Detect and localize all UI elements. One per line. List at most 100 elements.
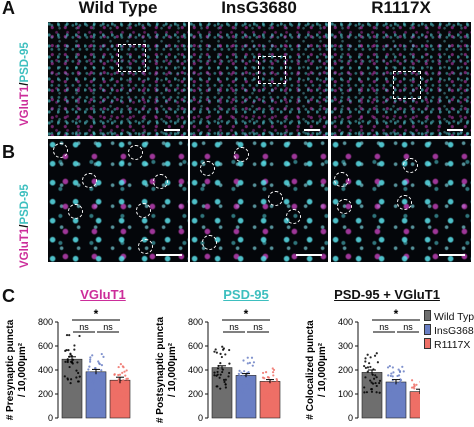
data-point-wild-type bbox=[67, 349, 70, 352]
legend-item-insg3680: InsG3680 bbox=[424, 324, 474, 337]
data-point-wild-type bbox=[372, 377, 376, 380]
data-point-r1117x bbox=[263, 394, 266, 397]
data-point-insg3680 bbox=[100, 372, 104, 375]
data-point-wild-type bbox=[228, 362, 231, 365]
data-point-insg3680 bbox=[397, 368, 400, 371]
significance-label-star: * bbox=[94, 307, 99, 321]
data-point-insg3680 bbox=[86, 384, 90, 387]
y-tick-label: 400 bbox=[38, 365, 53, 375]
data-point-insg3680 bbox=[388, 386, 391, 389]
scale-bar bbox=[439, 254, 465, 256]
data-point-r1117x bbox=[118, 373, 122, 376]
colocalization-circle bbox=[138, 239, 153, 254]
data-point-r1117x bbox=[111, 385, 114, 388]
y-tick-label: 800 bbox=[188, 317, 203, 327]
significance-label-ns: ns bbox=[229, 322, 239, 332]
data-point-insg3680 bbox=[247, 376, 250, 380]
data-point-wild-type bbox=[69, 382, 72, 385]
significance-label-ns: ns bbox=[403, 322, 413, 332]
column-title-wild-type: Wild Type bbox=[78, 0, 158, 17]
colocalization-circle bbox=[153, 174, 168, 189]
data-point-wild-type bbox=[68, 365, 71, 369]
data-point-wild-type bbox=[222, 347, 226, 350]
data-point-wild-type bbox=[370, 390, 374, 393]
data-point-wild-type bbox=[224, 378, 227, 381]
data-point-insg3680 bbox=[102, 380, 105, 383]
data-point-r1117x bbox=[263, 377, 266, 380]
bar-insg3680 bbox=[85, 371, 107, 419]
data-point-wild-type bbox=[66, 377, 69, 380]
data-point-insg3680 bbox=[238, 369, 241, 372]
data-point-insg3680 bbox=[395, 396, 399, 399]
data-point-r1117x bbox=[272, 390, 275, 393]
data-point-wild-type bbox=[215, 351, 218, 354]
data-point-insg3680 bbox=[92, 388, 95, 392]
legend-swatch-wild-type bbox=[424, 310, 431, 321]
data-point-insg3680 bbox=[392, 371, 395, 374]
data-point-r1117x bbox=[268, 396, 271, 399]
y-axis-label-units: / 10,000µm² bbox=[317, 342, 328, 397]
data-point-insg3680 bbox=[246, 362, 249, 365]
data-point-insg3680 bbox=[401, 365, 404, 368]
data-point-insg3680 bbox=[248, 388, 251, 391]
data-point-insg3680 bbox=[236, 387, 240, 390]
data-point-insg3680 bbox=[243, 370, 246, 373]
data-point-r1117x bbox=[120, 395, 123, 398]
data-point-insg3680 bbox=[390, 372, 393, 375]
column-title-r1117x: R1117X bbox=[371, 0, 431, 17]
data-point-wild-type bbox=[363, 391, 366, 394]
data-point-r1117x bbox=[123, 370, 126, 373]
significance-label-ns: ns bbox=[103, 322, 113, 332]
data-point-insg3680 bbox=[100, 381, 103, 385]
data-point-wild-type bbox=[364, 366, 368, 369]
data-point-r1117x bbox=[414, 400, 417, 403]
data-point-insg3680 bbox=[394, 388, 397, 391]
data-point-r1117x bbox=[267, 376, 271, 379]
y-tick-label: 600 bbox=[38, 341, 53, 351]
chart-colocalized-puncta: # Colocalized puncta/ 10,000µm² 0 100 200 30… bbox=[305, 307, 420, 423]
data-point-wild-type bbox=[220, 355, 223, 359]
data-point-wild-type bbox=[374, 381, 377, 385]
bar-wild-type bbox=[61, 358, 83, 419]
data-point-r1117x bbox=[122, 366, 125, 369]
significance-label-ns: ns bbox=[379, 322, 389, 332]
zoom-region-box bbox=[118, 44, 146, 72]
data-point-insg3680 bbox=[91, 354, 94, 357]
data-point-insg3680 bbox=[97, 360, 100, 363]
data-point-wild-type bbox=[378, 391, 381, 394]
significance-label-ns: ns bbox=[253, 322, 263, 332]
scale-bar bbox=[164, 129, 180, 131]
data-point-wild-type bbox=[224, 386, 227, 389]
data-point-insg3680 bbox=[252, 361, 256, 364]
data-point-wild-type bbox=[216, 367, 220, 370]
data-point-wild-type bbox=[219, 352, 222, 355]
data-point-r1117x bbox=[265, 394, 268, 398]
data-point-wild-type bbox=[375, 376, 378, 379]
data-point-r1117x bbox=[268, 393, 271, 396]
data-point-wild-type bbox=[222, 378, 226, 381]
data-point-wild-type bbox=[369, 379, 372, 382]
data-point-insg3680 bbox=[89, 356, 92, 359]
y-tick-label: 0 bbox=[48, 413, 53, 423]
data-point-wild-type bbox=[77, 371, 80, 375]
scale-bar bbox=[304, 129, 320, 131]
colocalization-circle bbox=[136, 203, 151, 218]
data-point-wild-type bbox=[221, 345, 224, 348]
panel-label-a: A bbox=[2, 0, 15, 18]
data-point-wild-type bbox=[218, 376, 221, 379]
data-point-r1117x bbox=[272, 374, 275, 377]
data-point-wild-type bbox=[363, 386, 366, 389]
data-point-wild-type bbox=[366, 366, 370, 369]
data-point-insg3680 bbox=[388, 364, 391, 368]
data-point-insg3680 bbox=[244, 393, 247, 396]
data-point-r1117x bbox=[418, 396, 420, 399]
data-point-insg3680 bbox=[89, 360, 92, 363]
bar-wild-type bbox=[361, 372, 383, 419]
y-tick-label: 0 bbox=[348, 413, 353, 423]
data-point-insg3680 bbox=[391, 366, 394, 369]
data-point-r1117x bbox=[413, 384, 416, 388]
data-point-r1117x bbox=[126, 380, 129, 383]
data-point-wild-type bbox=[69, 352, 72, 355]
data-point-insg3680 bbox=[242, 359, 245, 362]
data-point-r1117x bbox=[275, 379, 279, 382]
